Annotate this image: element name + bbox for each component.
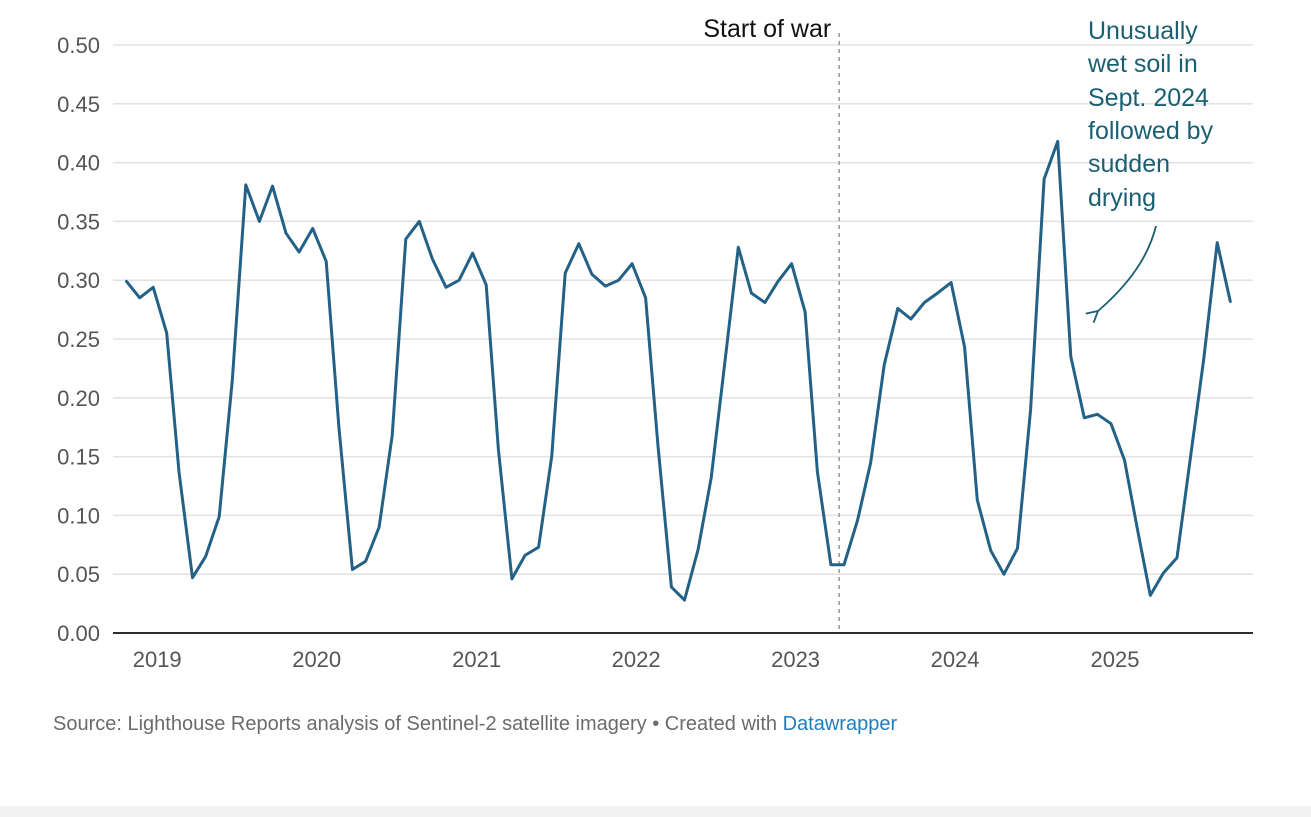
wet-soil-annotation: Unusually wet soil in Sept. 2024 followe… [1085,17,1214,324]
y-tick-label: 0.30 [57,268,100,293]
y-tick-label: 0.15 [57,445,100,470]
start-of-war-label: Start of war [703,15,831,43]
annotation-line: drying [1088,184,1156,212]
y-axis: 0.00 0.05 0.10 0.15 0.20 0.25 0.30 0.35 0.40 0.45… [57,33,100,646]
x-tick-label: 2019 [133,647,182,672]
x-tick-label: 2025 [1091,647,1140,672]
series-line [125,139,1232,602]
y-tick-label: 0.40 [57,151,100,176]
datawrapper-link[interactable]: Datawrapper [782,713,898,735]
annotation-line: sudden [1088,150,1170,178]
x-tick-label: 2024 [931,647,980,672]
x-axis: 2019 2020 2021 2022 2023 2024 2025 [133,647,1140,672]
x-tick-label: 2022 [612,647,661,672]
y-tick-label: 0.20 [57,386,100,411]
annotation-arrow [1085,225,1157,324]
y-tick-label: 0.05 [57,562,100,587]
y-tick-label: 0.10 [57,503,100,528]
gridlines [113,44,1253,575]
x-tick-label: 2023 [771,647,820,672]
y-tick-label: 0.50 [57,33,100,58]
bottom-bar [0,806,1311,817]
y-tick-label: 0.00 [57,621,100,646]
source-footer: Source: Lighthouse Reports analysis of S… [53,713,897,736]
annotation-line: wet soil in [1087,50,1198,78]
x-tick-label: 2020 [292,647,341,672]
y-tick-label: 0.45 [57,92,100,117]
annotation-line: Unusually [1088,17,1198,45]
y-tick-label: 0.35 [57,209,100,234]
annotation-line: followed by [1088,117,1214,145]
source-text: Source: Lighthouse Reports analysis of S… [53,713,783,735]
annotation-line: Sept. 2024 [1088,84,1209,112]
x-tick-label: 2021 [452,647,501,672]
y-tick-label: 0.25 [57,327,100,352]
